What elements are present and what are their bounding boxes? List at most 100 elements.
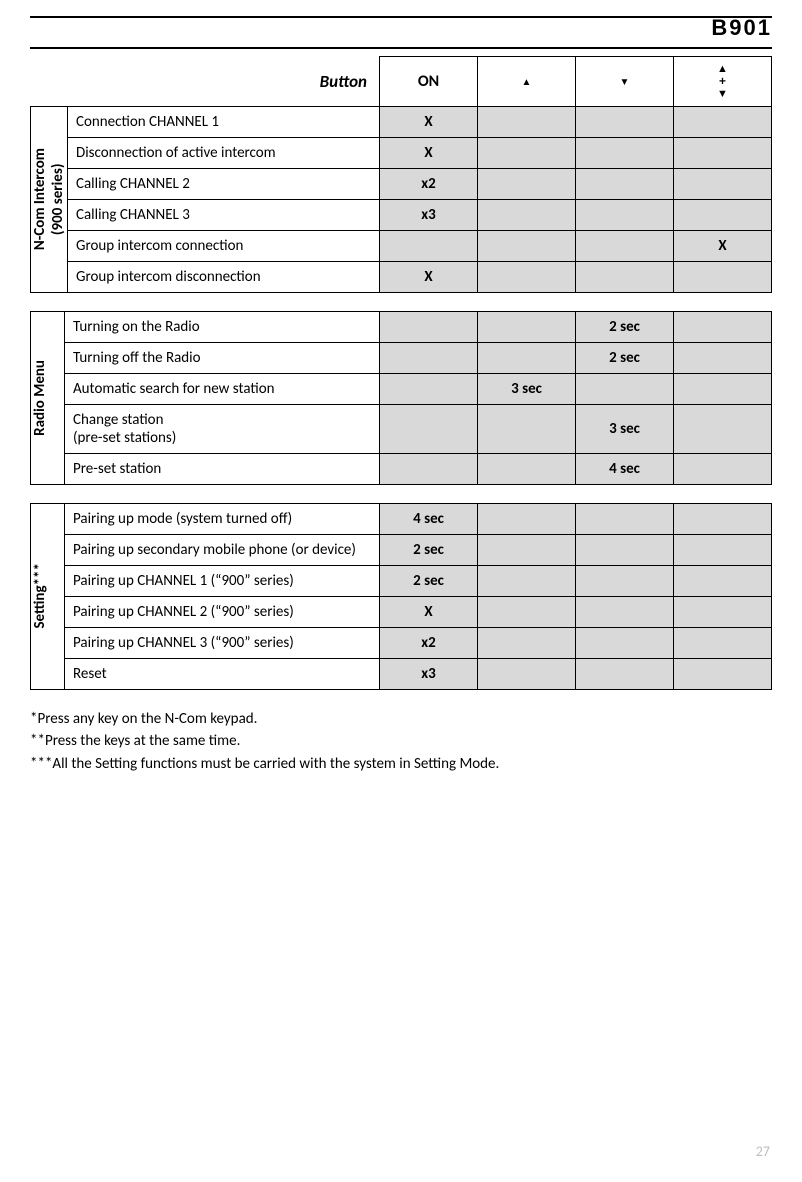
footnote-3: ***All the Setting functions must be car… — [30, 753, 772, 776]
cell-updown — [674, 261, 772, 292]
cell-down — [576, 261, 674, 292]
row-desc: Pairing up CHANNEL 2 (“900” series) — [65, 596, 380, 627]
cell-down — [576, 373, 674, 404]
row-desc: Pairing up secondary mobile phone (or de… — [65, 534, 380, 565]
cell-up — [478, 565, 576, 596]
cell-down — [576, 230, 674, 261]
cell-on: 4 sec — [380, 503, 478, 534]
cell-up — [478, 453, 576, 484]
cell-up — [478, 137, 576, 168]
row-desc: Pairing up mode (system turned off) — [65, 503, 380, 534]
updown-header: ▲ + ▼ — [674, 57, 772, 107]
table-intercom: Button ON ▲ + ▼ N-Com Intercom(900 serie… — [30, 56, 772, 293]
cell-down: 4 sec — [576, 453, 674, 484]
cell-down — [576, 596, 674, 627]
cell-on — [380, 311, 478, 342]
cell-down — [576, 137, 674, 168]
row-desc: Connection CHANNEL 1 — [68, 106, 380, 137]
row-desc: Pairing up CHANNEL 3 (“900” series) — [65, 627, 380, 658]
cell-on — [380, 342, 478, 373]
cell-on: x3 — [380, 199, 478, 230]
cell-updown — [674, 373, 772, 404]
cell-updown — [674, 627, 772, 658]
cell-on: x3 — [380, 658, 478, 689]
row-desc: Group intercom connection — [68, 230, 380, 261]
cell-updown — [674, 503, 772, 534]
page-number: 27 — [756, 1143, 770, 1160]
footnote-2: **Press the keys at the same time. — [30, 730, 772, 753]
cell-updown — [674, 596, 772, 627]
triangle-down-icon: ▼ — [717, 88, 728, 100]
cell-updown — [674, 404, 772, 453]
triangle-down-icon — [620, 72, 630, 90]
header-rule-bottom — [30, 47, 772, 49]
triangle-up-icon — [522, 72, 532, 90]
cell-updown — [674, 658, 772, 689]
cell-up — [478, 342, 576, 373]
cell-down — [576, 168, 674, 199]
section-label-intercom: N-Com Intercom(900 series) — [31, 106, 68, 292]
row-desc: Change station(pre-set stations) — [65, 404, 380, 453]
down-header — [576, 57, 674, 107]
cell-down: 2 sec — [576, 311, 674, 342]
row-desc: Turning on the Radio — [65, 311, 380, 342]
cell-down — [576, 534, 674, 565]
table-radio: Radio Menu Turning on the Radio 2 sec Tu… — [30, 311, 772, 485]
cell-updown — [674, 453, 772, 484]
section-label-setting: Setting*** — [31, 503, 65, 689]
header-rule-top — [30, 16, 772, 18]
cell-updown — [674, 199, 772, 230]
row-desc: Reset — [65, 658, 380, 689]
cell-updown — [674, 137, 772, 168]
cell-up — [478, 106, 576, 137]
cell-updown — [674, 106, 772, 137]
cell-up: 3 sec — [478, 373, 576, 404]
cell-down — [576, 199, 674, 230]
cell-on: X — [380, 261, 478, 292]
cell-on — [380, 453, 478, 484]
cell-down: 2 sec — [576, 342, 674, 373]
cell-down — [576, 565, 674, 596]
row-desc: Pre-set station — [65, 453, 380, 484]
model-title: B901 — [711, 15, 772, 41]
cell-on: x2 — [380, 627, 478, 658]
plus-icon: + — [719, 75, 725, 89]
row-desc: Calling CHANNEL 2 — [68, 168, 380, 199]
cell-on — [380, 404, 478, 453]
cell-updown — [674, 565, 772, 596]
cell-up — [478, 534, 576, 565]
row-desc: Disconnection of active intercom — [68, 137, 380, 168]
row-desc: Automatic search for new station — [65, 373, 380, 404]
footnotes: *Press any key on the N-Com keypad. **Pr… — [30, 708, 772, 776]
row-desc: Calling CHANNEL 3 — [68, 199, 380, 230]
row-desc: Group intercom disconnection — [68, 261, 380, 292]
up-header — [478, 57, 576, 107]
cell-on: x2 — [380, 168, 478, 199]
cell-down — [576, 503, 674, 534]
cell-up — [478, 627, 576, 658]
cell-down: 3 sec — [576, 404, 674, 453]
cell-up — [478, 596, 576, 627]
cell-on: 2 sec — [380, 565, 478, 596]
cell-on — [380, 373, 478, 404]
cell-up — [478, 658, 576, 689]
row-desc: Pairing up CHANNEL 1 (“900” series) — [65, 565, 380, 596]
cell-up — [478, 503, 576, 534]
cell-updown — [674, 534, 772, 565]
cell-updown — [674, 311, 772, 342]
section-label-radio: Radio Menu — [31, 311, 65, 484]
cell-on: 2 sec — [380, 534, 478, 565]
table-setting: Setting*** Pairing up mode (system turne… — [30, 503, 772, 690]
cell-down — [576, 658, 674, 689]
button-header: Button — [31, 57, 380, 107]
row-desc: Turning off the Radio — [65, 342, 380, 373]
cell-on: X — [380, 596, 478, 627]
cell-up — [478, 404, 576, 453]
cell-up — [478, 261, 576, 292]
on-header: ON — [380, 57, 478, 107]
page-content: Button ON ▲ + ▼ N-Com Intercom(900 serie… — [30, 56, 772, 775]
cell-updown: X — [674, 230, 772, 261]
cell-down — [576, 627, 674, 658]
cell-on — [380, 230, 478, 261]
cell-on: X — [380, 137, 478, 168]
